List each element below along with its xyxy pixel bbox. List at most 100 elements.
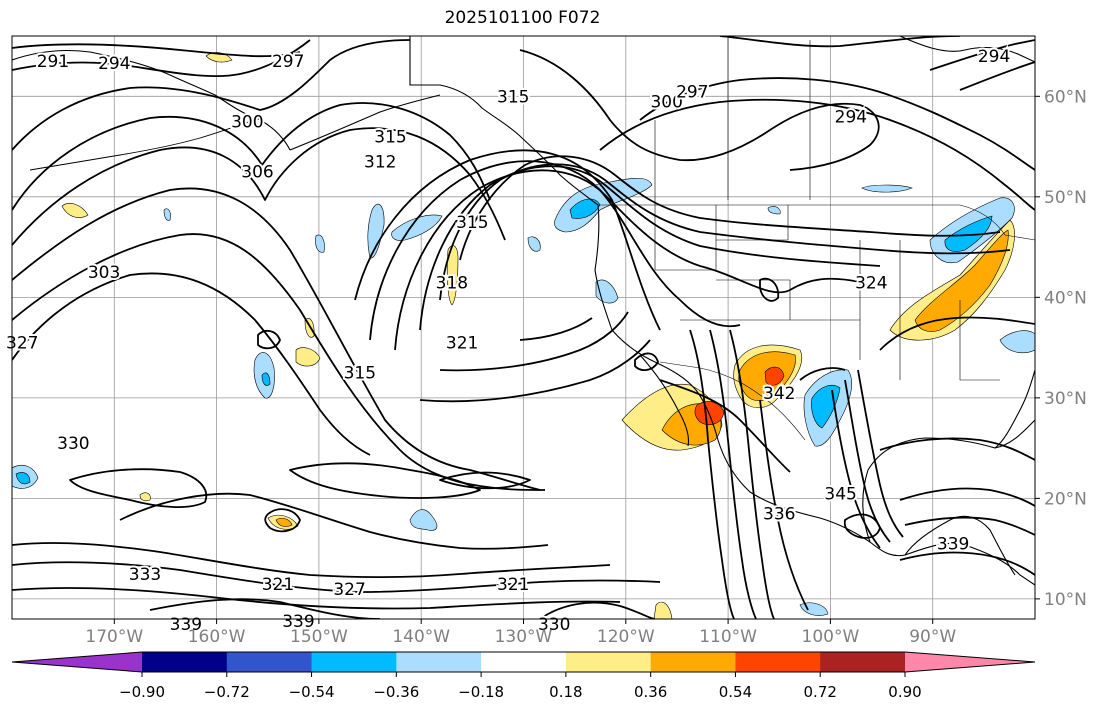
contour-line xyxy=(12,587,621,610)
shade-positive-plains-core xyxy=(914,229,1009,332)
shade-positive-small-8 xyxy=(139,492,151,502)
border-us-mexico xyxy=(659,361,806,441)
contour-line xyxy=(857,369,904,538)
contour-line xyxy=(539,601,656,619)
contour-label: 342 xyxy=(763,384,795,404)
coastline-alaska xyxy=(12,49,291,151)
contour-line xyxy=(439,163,1011,301)
lat-tick-label: 50°N xyxy=(1044,188,1087,208)
contour-label: 297 xyxy=(272,52,304,72)
contour-label: 321 xyxy=(262,575,294,595)
colorbar-tick-label: −0.90 xyxy=(119,683,165,701)
contour-line xyxy=(12,39,411,151)
contour-label: 294 xyxy=(98,54,130,74)
colorbar-segment xyxy=(142,652,228,672)
colorbar-tick-label: 0.36 xyxy=(634,683,667,701)
border-state-7 xyxy=(959,300,1000,381)
contour-line xyxy=(419,165,881,331)
contour-line xyxy=(149,598,381,619)
contour-label: 330 xyxy=(538,615,570,635)
shade-negative-pacific-5 xyxy=(409,509,438,531)
colorbar-segment xyxy=(735,652,821,672)
contour-line xyxy=(439,471,531,490)
contour-line xyxy=(69,468,208,508)
colorbar-segment xyxy=(565,652,652,672)
shade-negative-small-3 xyxy=(799,602,829,616)
contour-line xyxy=(519,317,593,341)
colorbar-segment xyxy=(481,652,567,672)
contour-label: 315 xyxy=(374,128,406,148)
contour-line xyxy=(843,513,881,539)
lon-tick-label: 120°W xyxy=(597,627,655,647)
contour-line xyxy=(354,149,661,331)
lat-tick-label: 60°N xyxy=(1044,87,1087,107)
contour-line xyxy=(639,77,1035,171)
shade-positive-plains xyxy=(889,219,1015,341)
contour-label: 318 xyxy=(436,273,468,293)
contour-label: 315 xyxy=(344,364,376,384)
contour-line xyxy=(12,233,546,491)
contour-label: 330 xyxy=(57,434,89,454)
contour-labels: 291 294 2973003063153123153153002972942943… xyxy=(4,45,1012,637)
contour-line xyxy=(831,389,881,549)
contour-line xyxy=(12,187,541,491)
contour-line xyxy=(899,487,1035,507)
shade-positive-pacific xyxy=(446,245,459,306)
shaded-regions xyxy=(12,52,1035,619)
lon-tick-label: 130°W xyxy=(495,627,553,647)
graticule xyxy=(12,36,1035,619)
contour-line xyxy=(459,155,1001,261)
contour-line xyxy=(439,311,629,372)
contour-line xyxy=(289,462,481,499)
contour-line xyxy=(119,492,549,550)
contour-line xyxy=(12,102,491,211)
contour-line xyxy=(394,169,861,351)
contour-label: 300 xyxy=(231,112,263,132)
shade-negative-pacific-3-core xyxy=(261,372,271,386)
contour-label: 339 xyxy=(937,535,969,555)
lon-tick-label: 160°W xyxy=(188,627,246,647)
colorbar-tick-label: 0.18 xyxy=(549,683,582,701)
colorbar-tick-label: 0.72 xyxy=(804,683,837,701)
contour-label: 297 xyxy=(676,82,708,102)
contour-label: 315 xyxy=(456,213,488,233)
coastline-gulf xyxy=(862,419,1035,543)
contour-label: 312 xyxy=(364,153,396,173)
map-title: 2025101100 F072 xyxy=(444,8,601,28)
contour-label: 303 xyxy=(88,263,120,283)
political-borders xyxy=(409,36,1035,441)
colorbar-tick-label: −0.72 xyxy=(204,683,250,701)
lon-tick-label: 90°W xyxy=(909,627,956,647)
colorbar-tick-label: 0.54 xyxy=(719,683,752,701)
colorbar-segment xyxy=(820,652,906,672)
contour-label: 339 xyxy=(170,615,202,635)
contour-line xyxy=(419,339,651,403)
contour-label: 324 xyxy=(855,273,887,293)
contour-line xyxy=(519,49,880,171)
contour-label: 345 xyxy=(824,484,856,504)
shade-negative-small-6 xyxy=(527,236,541,252)
colorbar-segment xyxy=(650,652,736,672)
latitude-axis: 60°N 50°N 40°N 30°N 20°N 10°N xyxy=(1035,87,1087,610)
contour-label: 321 xyxy=(446,334,478,354)
border-state-1 xyxy=(654,205,717,271)
contour-line xyxy=(264,508,301,533)
colorbar-tick-label: −0.36 xyxy=(373,683,419,701)
contour-label: 333 xyxy=(129,565,161,585)
contour-line xyxy=(659,379,791,473)
coastline-baja xyxy=(639,354,690,447)
colorbar-tick-label: 0.90 xyxy=(888,683,921,701)
contour-label: 300 xyxy=(650,92,682,112)
contour-label: 327 xyxy=(333,580,365,600)
coastline-alaska-gulf xyxy=(289,94,441,151)
border-state-2 xyxy=(716,205,789,241)
colorbar-segment xyxy=(226,652,313,672)
contour-line xyxy=(12,272,371,456)
contour-line xyxy=(634,352,659,371)
shade-negative-pacific-1 xyxy=(367,203,385,259)
shade-negative-coast-ne xyxy=(999,330,1035,353)
shade-negative-small-1 xyxy=(861,184,913,193)
colorbar: −0.90 −0.72 −0.54 −0.36 −0.18 0.18 0.36 0.54 0.7… xyxy=(11,651,1036,701)
